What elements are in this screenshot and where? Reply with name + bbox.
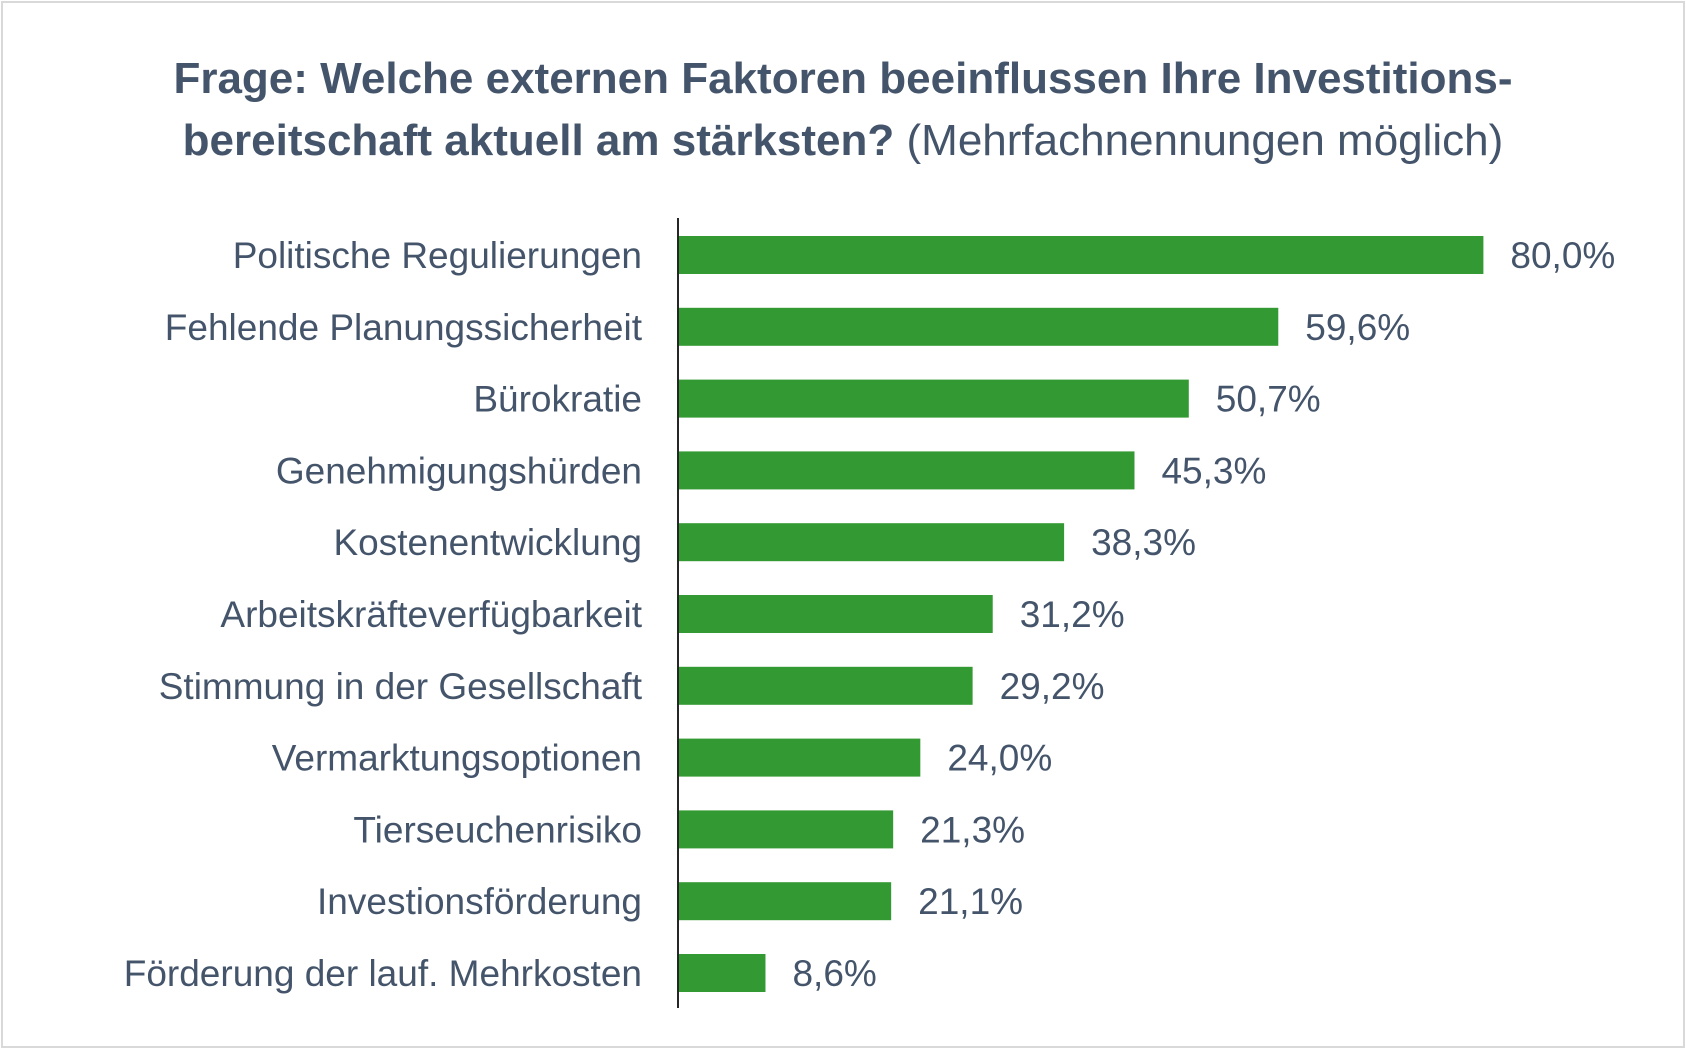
chart-title-line1: Frage: Welche externen Faktoren beeinflu… [173,54,1513,103]
value-label: 50,7% [1216,379,1321,420]
bar [679,451,1135,490]
bar [679,307,1279,346]
bar [679,523,1065,562]
chart-title: Frage: Welche externen Faktoren beeinflu… [0,48,1686,172]
chart-title-line2: bereitschaft aktuell am stärksten? [182,116,895,165]
labels-group: Politische Regulierungen 80,0% Fehlende Pl… [124,235,1616,994]
bar [679,236,1484,274]
category-label: Investionsförderung [317,881,642,922]
value-label: 80,0% [1510,235,1615,276]
category-label: Stimmung in der Gesellschaft [159,666,643,707]
bar [679,882,892,921]
bar [679,954,766,992]
bar [679,810,894,849]
value-label: 45,3% [1161,450,1266,491]
category-label: Fehlende Planungssicherheit [165,307,643,348]
value-label: 38,3% [1091,522,1196,563]
category-label: Arbeitskräfteverfügbarkeit [220,594,642,635]
bar [679,595,993,633]
category-label: Politische Regulierungen [233,235,642,276]
value-label: 59,6% [1305,307,1410,348]
bar [679,379,1189,418]
bars-group [679,236,1484,992]
value-label: 21,1% [918,881,1023,922]
value-label: 31,2% [1020,594,1125,635]
category-label: Vermarktungsoptionen [272,738,642,779]
value-label: 24,0% [947,738,1052,779]
category-label: Tierseuchenrisiko [353,809,642,850]
category-label: Genehmigungshürden [276,450,642,491]
value-label: 8,6% [792,953,876,994]
value-label: 21,3% [920,809,1025,850]
category-label: Bürokratie [473,379,642,420]
bar [679,738,921,777]
category-label: Förderung der lauf. Mehrkosten [124,953,642,994]
bar [679,666,973,705]
category-label: Kostenentwicklung [333,522,642,563]
value-label: 29,2% [1000,666,1105,707]
chart-title-note: (Mehrfachnennungen möglich) [906,116,1504,165]
